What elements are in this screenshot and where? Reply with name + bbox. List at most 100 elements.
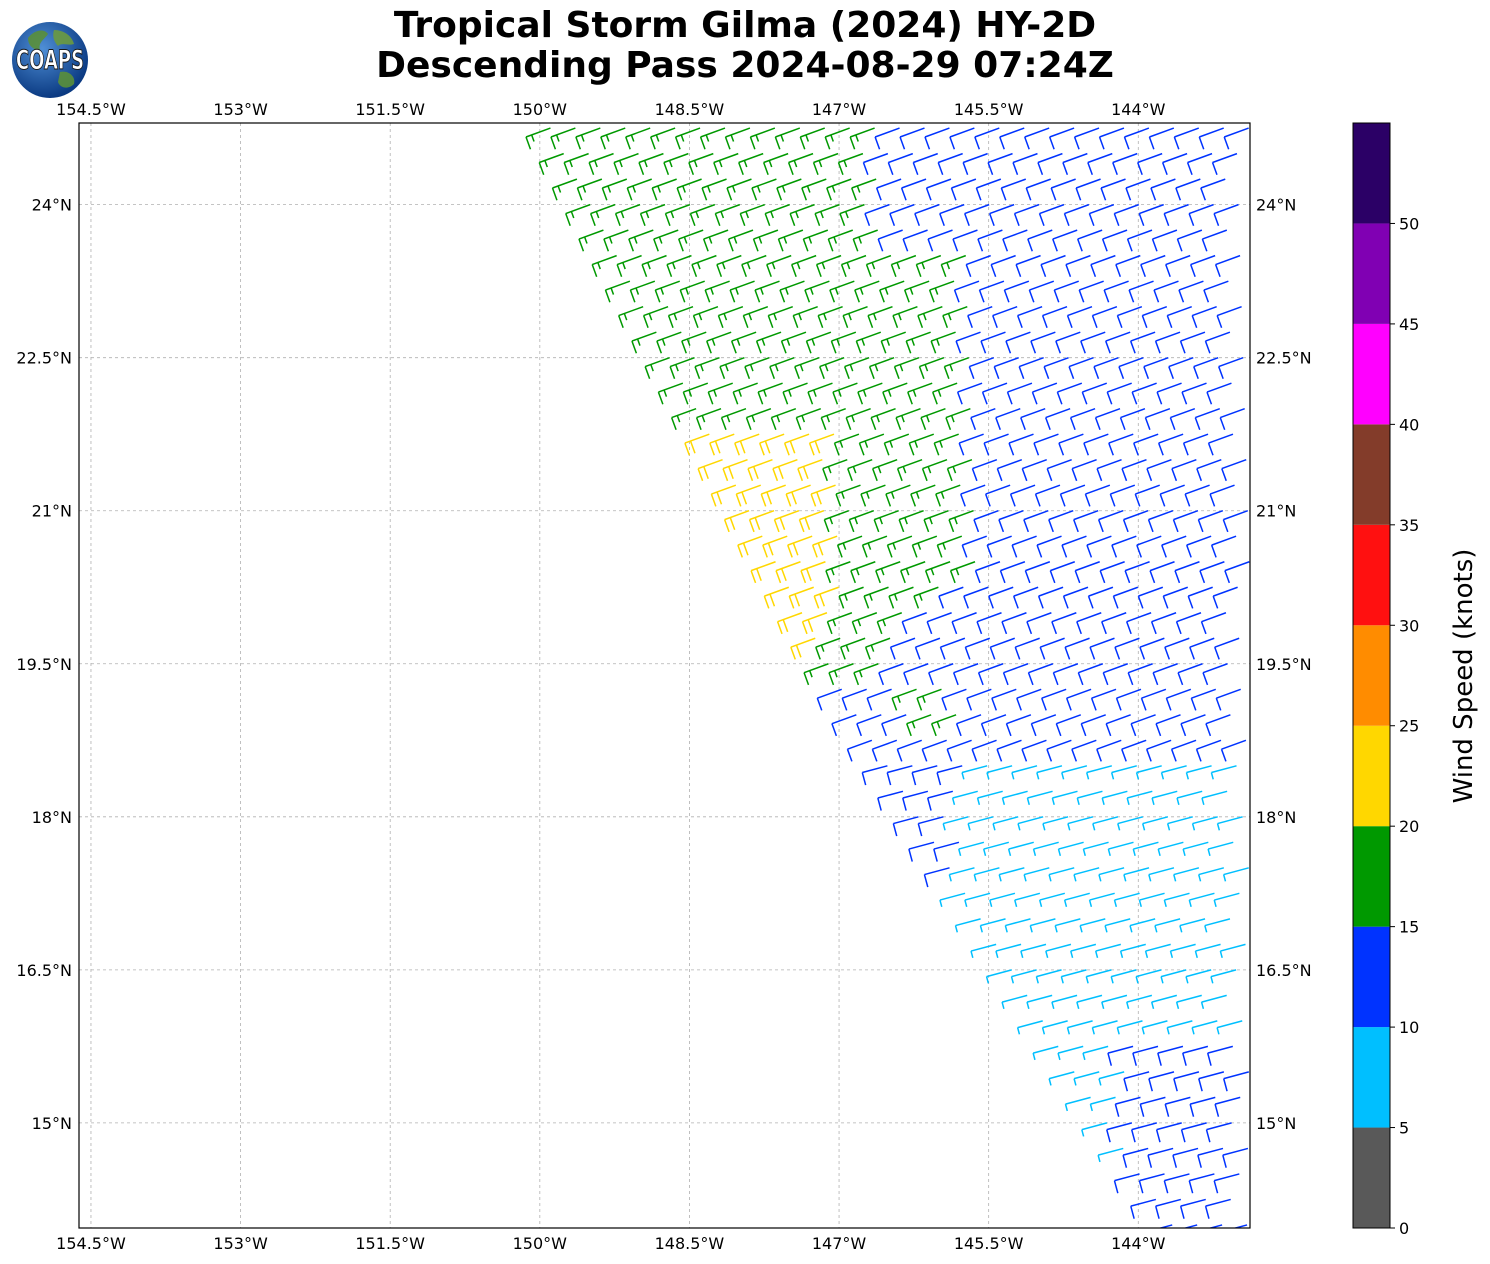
wind-barb [1083, 433, 1109, 456]
wind-barb [1020, 943, 1047, 959]
wind-barb [1058, 433, 1084, 456]
wind-barb [1030, 714, 1057, 737]
wind-barb [1064, 1096, 1091, 1112]
wind-barb [1105, 331, 1131, 354]
wind-barb [833, 433, 860, 456]
colorbar-tick-label-8: 40 [1399, 415, 1419, 434]
wind-barb [1089, 1096, 1116, 1112]
wind-barb [1091, 305, 1118, 329]
wind-barb [1141, 1020, 1168, 1035]
wind-barb [814, 203, 840, 226]
wind-barb [1160, 765, 1187, 780]
wind-barb [933, 841, 960, 862]
wind-barb [1197, 867, 1225, 882]
wind-barb [930, 714, 957, 737]
lon-tick-bottom-6: 145.5°W [954, 1234, 1024, 1253]
wind-barb [735, 484, 762, 507]
lat-tick-right-3: 19.5°N [1256, 655, 1312, 674]
wind-barb [990, 254, 1016, 278]
colorbar-bin-1 [1353, 1027, 1390, 1128]
wind-barb [823, 510, 850, 533]
wind-barb [946, 458, 973, 482]
wind-barb [1091, 1020, 1118, 1035]
wind-barb [1034, 484, 1061, 507]
wind-barb [1018, 356, 1044, 380]
wind-barb [591, 254, 617, 278]
wind-barb [1156, 382, 1182, 405]
wind-barb [851, 178, 877, 201]
wind-barb [1098, 127, 1125, 150]
wind-barb [1007, 841, 1034, 857]
wind-barb [1213, 203, 1239, 226]
wind-barb [1206, 1045, 1234, 1066]
wind-barb [1100, 178, 1126, 201]
wind-barb [1107, 1045, 1134, 1066]
wind-barb [1214, 637, 1240, 660]
wind-barb [1125, 178, 1151, 201]
wind-barb [1134, 484, 1160, 507]
wind-barb [964, 637, 991, 660]
wind-barb [971, 739, 997, 762]
wind-barb [1051, 994, 1078, 1010]
wind-barb [864, 637, 891, 660]
wind-barb [563, 152, 589, 175]
wind-barb [1060, 969, 1087, 984]
lon-tick-bottom-5: 147°W [812, 1234, 867, 1253]
wind-barb [663, 152, 689, 175]
wind-barb [963, 586, 989, 609]
wind-barb [899, 127, 925, 150]
wind-barb [996, 458, 1023, 482]
wind-barb [601, 178, 628, 201]
wind-barb [1101, 612, 1127, 635]
wind-barb [752, 229, 779, 252]
wind-barb [723, 510, 750, 533]
wind-barb [1016, 1020, 1043, 1035]
wind-barb [1189, 1096, 1216, 1117]
wind-barb [1138, 203, 1164, 226]
wind-barb [912, 152, 938, 175]
wind-barb [629, 280, 656, 303]
wind-barb [682, 382, 709, 405]
wind-barb [1098, 1071, 1125, 1086]
wind-barb [1184, 484, 1210, 507]
wind-barb [801, 178, 827, 201]
wind-barb [864, 203, 890, 226]
wind-barb [871, 739, 898, 762]
wind-barb [1145, 739, 1172, 762]
wind-barb [1030, 331, 1056, 354]
wind-barb [1199, 561, 1225, 584]
wind-barb [935, 484, 961, 507]
wind-barb [1078, 280, 1104, 303]
wind-barb [836, 535, 863, 558]
wind-barb [603, 229, 629, 252]
wind-barb [902, 790, 929, 811]
wind-barb [762, 535, 788, 558]
map-gridlines [79, 123, 1250, 1228]
wind-barb [1062, 152, 1088, 175]
wind-barb [953, 280, 980, 303]
wind-barb [1222, 510, 1249, 533]
wind-barb [928, 280, 955, 303]
wind-barb [1170, 739, 1197, 762]
wind-barb [1112, 152, 1138, 175]
lat-tick-right-5: 16.5°N [1256, 961, 1312, 980]
wind-barb [1113, 203, 1140, 226]
wind-barb [858, 433, 885, 456]
wind-barb [737, 535, 763, 558]
wind-barb [973, 510, 999, 533]
wind-barb [968, 356, 995, 380]
wind-barb [1076, 994, 1103, 1010]
wind-barb [1212, 586, 1238, 609]
lon-tick-top-0: 154.5°W [56, 100, 126, 119]
wind-barb [1021, 739, 1047, 762]
wind-barb [831, 714, 857, 737]
wind-barb [699, 127, 726, 150]
wind-barb [1202, 663, 1228, 686]
wind-barb [1117, 816, 1144, 831]
wind-barb [1126, 790, 1153, 805]
wind-barb [1033, 433, 1059, 456]
wind-barb [702, 229, 729, 252]
wind-barb [1216, 1020, 1243, 1035]
wind-barb [1163, 892, 1190, 908]
title-line-1: Tropical Storm Gilma (2024) HY-2D [393, 5, 1097, 46]
